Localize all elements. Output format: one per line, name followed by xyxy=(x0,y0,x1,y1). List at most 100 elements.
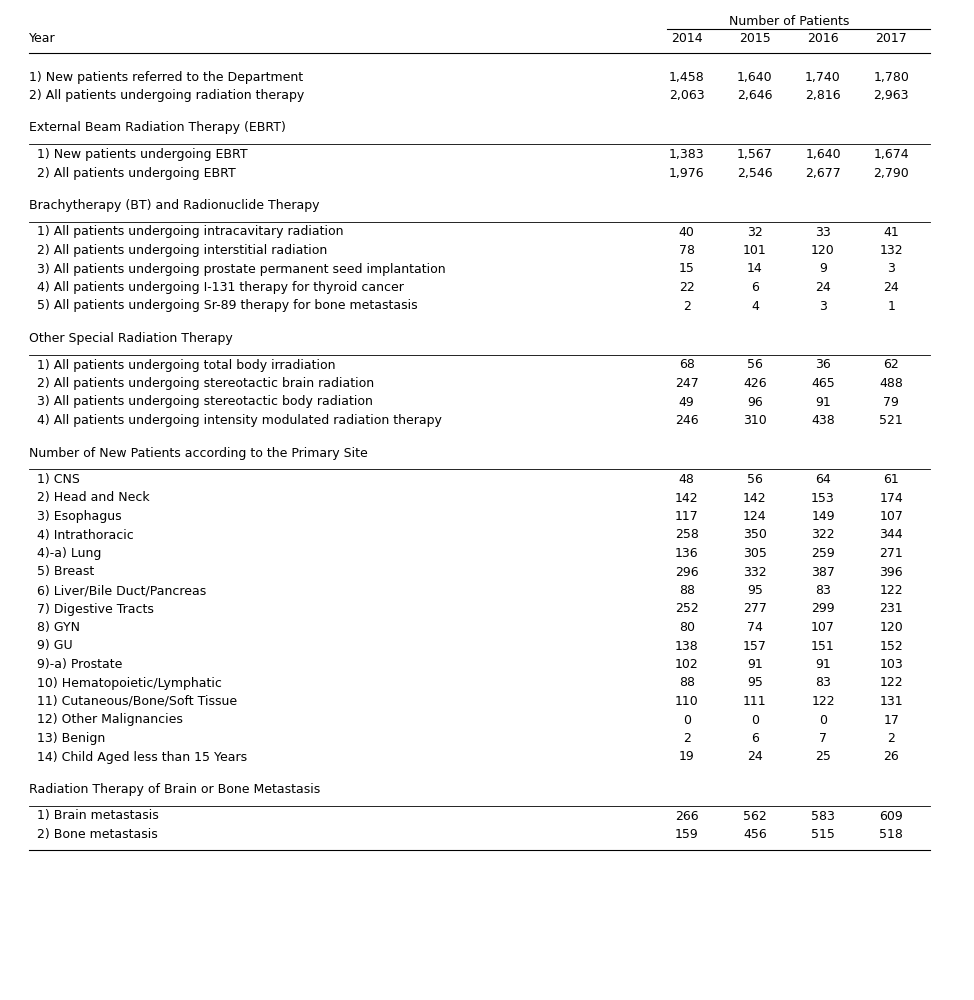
Text: Number of Patients: Number of Patients xyxy=(729,15,849,28)
Text: 1: 1 xyxy=(887,300,895,312)
Text: 515: 515 xyxy=(811,828,835,841)
Text: Brachytherapy (BT) and Radionuclide Therapy: Brachytherapy (BT) and Radionuclide Ther… xyxy=(29,199,319,212)
Text: 1,674: 1,674 xyxy=(874,148,909,161)
Text: 15: 15 xyxy=(679,262,694,275)
Text: 91: 91 xyxy=(815,658,831,671)
Text: 111: 111 xyxy=(743,695,767,708)
Text: 132: 132 xyxy=(880,244,903,257)
Text: 1,640: 1,640 xyxy=(737,70,772,84)
Text: 1) All patients undergoing total body irradiation: 1) All patients undergoing total body ir… xyxy=(29,359,336,371)
Text: 122: 122 xyxy=(811,695,835,708)
Text: 3: 3 xyxy=(819,300,827,312)
Text: 322: 322 xyxy=(811,528,835,542)
Text: 17: 17 xyxy=(883,714,899,726)
Text: 24: 24 xyxy=(883,281,899,294)
Text: 1,640: 1,640 xyxy=(805,148,841,161)
Text: 2017: 2017 xyxy=(876,32,907,45)
Text: 1) CNS: 1) CNS xyxy=(29,473,80,486)
Text: 426: 426 xyxy=(743,377,767,390)
Text: 174: 174 xyxy=(880,491,903,504)
Text: 2) Head and Neck: 2) Head and Neck xyxy=(29,491,150,504)
Text: 22: 22 xyxy=(679,281,694,294)
Text: 1,740: 1,740 xyxy=(805,70,841,84)
Text: 25: 25 xyxy=(815,750,831,764)
Text: 91: 91 xyxy=(747,658,763,671)
Text: 456: 456 xyxy=(743,828,767,841)
Text: 103: 103 xyxy=(880,658,903,671)
Text: 124: 124 xyxy=(743,510,767,523)
Text: 1,383: 1,383 xyxy=(669,148,704,161)
Text: 332: 332 xyxy=(743,566,767,578)
Text: 4) All patients undergoing intensity modulated radiation therapy: 4) All patients undergoing intensity mod… xyxy=(29,414,442,427)
Text: 32: 32 xyxy=(747,226,763,238)
Text: 107: 107 xyxy=(880,510,903,523)
Text: 2: 2 xyxy=(887,732,895,745)
Text: 2,646: 2,646 xyxy=(737,89,772,102)
Text: 2,546: 2,546 xyxy=(737,166,772,180)
Text: 521: 521 xyxy=(880,414,903,427)
Text: 13) Benign: 13) Benign xyxy=(29,732,105,745)
Text: 4) Intrathoracic: 4) Intrathoracic xyxy=(29,528,134,542)
Text: 122: 122 xyxy=(880,584,903,597)
Text: 2) All patients undergoing stereotactic brain radiation: 2) All patients undergoing stereotactic … xyxy=(29,377,374,390)
Text: 64: 64 xyxy=(815,473,831,486)
Text: 0: 0 xyxy=(683,714,691,726)
Text: 136: 136 xyxy=(675,547,698,560)
Text: 299: 299 xyxy=(811,602,835,615)
Text: 56: 56 xyxy=(747,473,763,486)
Text: 344: 344 xyxy=(880,528,903,542)
Text: 4)-a) Lung: 4)-a) Lung xyxy=(29,547,101,560)
Text: 252: 252 xyxy=(675,602,698,615)
Text: 83: 83 xyxy=(815,676,831,690)
Text: 151: 151 xyxy=(811,640,835,652)
Text: 149: 149 xyxy=(811,510,835,523)
Text: 40: 40 xyxy=(679,226,694,238)
Text: 6: 6 xyxy=(751,732,759,745)
Text: 7: 7 xyxy=(819,732,827,745)
Text: 387: 387 xyxy=(811,566,835,578)
Text: 2,816: 2,816 xyxy=(805,89,841,102)
Text: 9) GU: 9) GU xyxy=(29,640,73,652)
Text: 2) Bone metastasis: 2) Bone metastasis xyxy=(29,828,158,841)
Text: 8) GYN: 8) GYN xyxy=(29,621,80,634)
Text: 79: 79 xyxy=(883,395,899,408)
Text: 259: 259 xyxy=(811,547,835,560)
Text: 5) Breast: 5) Breast xyxy=(29,566,94,578)
Text: 3: 3 xyxy=(887,262,895,275)
Text: 2: 2 xyxy=(683,732,691,745)
Text: 10) Hematopoietic/Lymphatic: 10) Hematopoietic/Lymphatic xyxy=(29,676,222,690)
Text: Number of New Patients according to the Primary Site: Number of New Patients according to the … xyxy=(29,446,368,460)
Text: 26: 26 xyxy=(883,750,899,764)
Text: 56: 56 xyxy=(747,359,763,371)
Text: 1) New patients undergoing EBRT: 1) New patients undergoing EBRT xyxy=(29,148,247,161)
Text: 120: 120 xyxy=(811,244,835,257)
Text: 271: 271 xyxy=(880,547,903,560)
Text: 12) Other Malignancies: 12) Other Malignancies xyxy=(29,714,183,726)
Text: 609: 609 xyxy=(880,810,903,822)
Text: 19: 19 xyxy=(679,750,694,764)
Text: 465: 465 xyxy=(811,377,835,390)
Text: 142: 142 xyxy=(675,491,698,504)
Text: 562: 562 xyxy=(743,810,767,822)
Text: 1) Brain metastasis: 1) Brain metastasis xyxy=(29,810,159,822)
Text: 74: 74 xyxy=(747,621,763,634)
Text: 5) All patients undergoing Sr-89 therapy for bone metastasis: 5) All patients undergoing Sr-89 therapy… xyxy=(29,300,418,312)
Text: 488: 488 xyxy=(880,377,903,390)
Text: 396: 396 xyxy=(880,566,903,578)
Text: 2) All patients undergoing radiation therapy: 2) All patients undergoing radiation the… xyxy=(29,89,305,102)
Text: 80: 80 xyxy=(679,621,694,634)
Text: 438: 438 xyxy=(811,414,835,427)
Text: 68: 68 xyxy=(679,359,694,371)
Text: 305: 305 xyxy=(743,547,767,560)
Text: 0: 0 xyxy=(819,714,827,726)
Text: 62: 62 xyxy=(883,359,899,371)
Text: 101: 101 xyxy=(743,244,767,257)
Text: 49: 49 xyxy=(679,395,694,408)
Text: 266: 266 xyxy=(675,810,698,822)
Text: 11) Cutaneous/Bone/Soft Tissue: 11) Cutaneous/Bone/Soft Tissue xyxy=(29,695,238,708)
Text: 2,790: 2,790 xyxy=(874,166,909,180)
Text: 88: 88 xyxy=(679,584,694,597)
Text: 583: 583 xyxy=(811,810,835,822)
Text: 131: 131 xyxy=(880,695,903,708)
Text: 24: 24 xyxy=(747,750,763,764)
